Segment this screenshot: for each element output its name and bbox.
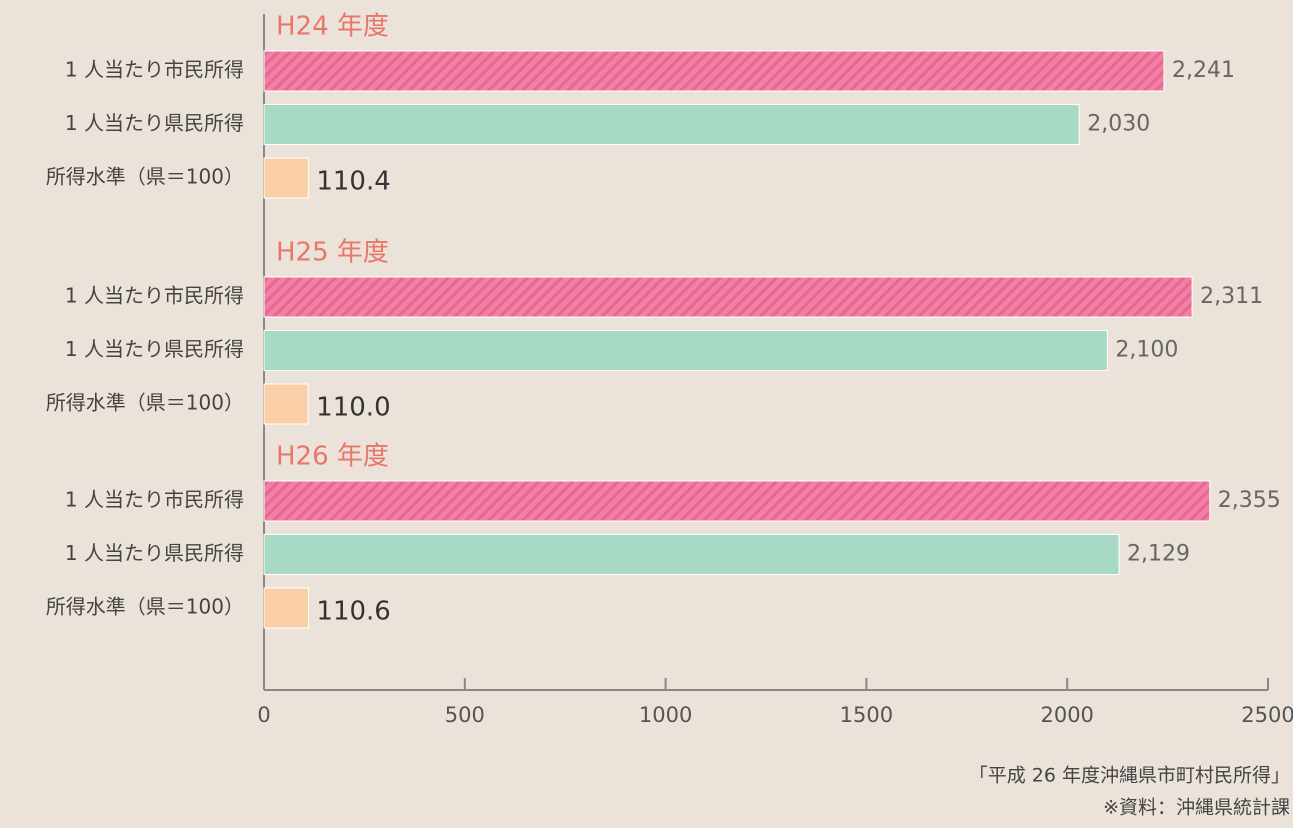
value-label: 2,129 <box>1127 542 1190 567</box>
bar <box>263 480 1211 522</box>
value-label: 110.6 <box>316 597 390 627</box>
bar <box>263 534 1120 575</box>
group-label: H25 年度 <box>276 238 389 268</box>
row-label: 所得水準（県＝100） <box>46 595 244 619</box>
x-tick-label: 1000 <box>639 703 692 727</box>
row-label: 1 人当たり県民所得 <box>65 541 244 565</box>
x-tick-label: 2500 <box>1241 703 1293 727</box>
value-label: 2,311 <box>1200 284 1263 309</box>
source-note: 「平成 26 年度沖縄県市町村民所得」 <box>969 765 1290 787</box>
row-label: 1 人当たり市民所得 <box>65 488 244 512</box>
bar <box>263 104 1080 145</box>
value-label: 2,241 <box>1172 58 1235 83</box>
x-tick-label: 1500 <box>840 703 893 727</box>
value-label: 2,030 <box>1087 112 1150 137</box>
bar <box>263 157 309 199</box>
bar <box>263 330 1108 371</box>
x-tick-label: 2000 <box>1040 703 1093 727</box>
row-label: 1 人当たり県民所得 <box>65 337 244 361</box>
group-label: H24 年度 <box>276 12 389 42</box>
group-label: H26 年度 <box>276 442 389 472</box>
bar <box>263 276 1193 318</box>
bar <box>263 587 309 629</box>
value-label: 110.0 <box>316 393 390 423</box>
row-label: 1 人当たり市民所得 <box>65 58 244 82</box>
value-label: 2,355 <box>1218 488 1281 513</box>
source-note: ※資料：沖縄県統計課 <box>1103 797 1290 819</box>
value-label: 110.4 <box>316 167 390 197</box>
bar <box>263 50 1165 92</box>
row-label: 所得水準（県＝100） <box>46 165 244 189</box>
x-tick-label: 0 <box>257 703 270 727</box>
row-label: 所得水準（県＝100） <box>46 391 244 415</box>
value-label: 2,100 <box>1115 338 1178 363</box>
x-tick-label: 500 <box>445 703 485 727</box>
row-label: 1 人当たり県民所得 <box>65 111 244 135</box>
bar <box>263 383 309 425</box>
row-label: 1 人当たり市民所得 <box>65 284 244 308</box>
